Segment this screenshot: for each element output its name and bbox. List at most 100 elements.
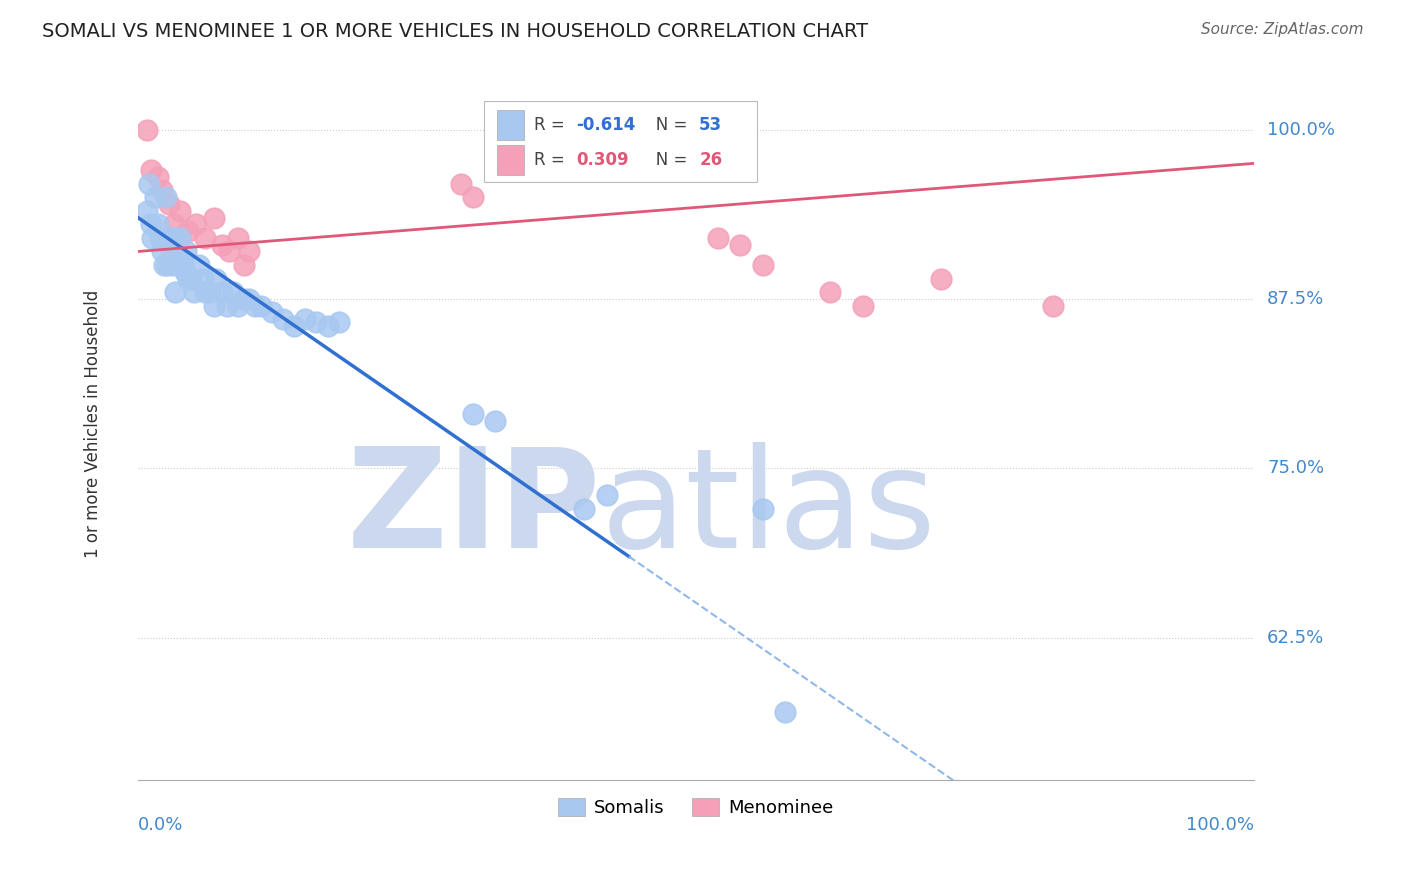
Text: 87.5%: 87.5% [1267,290,1324,308]
Point [162,231,184,245]
Point [294,312,316,326]
Point [730,237,752,252]
Point [143,190,166,204]
Text: 26: 26 [699,151,723,169]
Text: 0.0%: 0.0% [138,815,183,834]
Point [217,299,239,313]
Point [141,218,163,232]
Point [174,244,197,259]
Point [232,258,254,272]
Point [194,231,217,245]
Point [146,218,169,232]
Point [160,244,183,259]
Point [146,169,169,184]
Point [162,218,184,232]
Point [751,502,773,516]
Point [166,244,188,259]
Point [141,231,163,245]
Text: 100.0%: 100.0% [1267,120,1336,138]
Point [163,285,186,300]
Point [222,285,245,300]
Point [141,163,163,178]
Point [271,312,294,326]
Text: N =: N = [640,151,693,169]
Point [202,299,225,313]
Point [484,414,506,428]
Point [156,258,179,272]
Point [929,271,952,285]
Text: R =: R = [534,151,569,169]
Point [852,299,875,313]
Point [180,271,202,285]
Point [461,190,484,204]
Point [162,258,184,272]
Point [243,299,266,313]
Point [238,292,260,306]
Text: 0.309: 0.309 [576,151,628,169]
Point [200,285,222,300]
Point [595,488,617,502]
Point [218,244,240,259]
FancyBboxPatch shape [498,110,524,140]
Point [172,258,194,272]
Point [157,231,180,245]
Point [191,271,214,285]
Point [152,258,174,272]
Point [169,231,191,245]
Text: 1 or more Vehicles in Household: 1 or more Vehicles in Household [84,290,103,558]
Text: atlas: atlas [600,442,936,577]
Point [461,407,484,421]
Point [751,258,773,272]
Legend: Somalis, Menominee: Somalis, Menominee [551,790,841,824]
Point [149,231,172,245]
Point [152,184,174,198]
Point [135,122,157,136]
Point [177,224,200,238]
Point [155,190,177,204]
Point [260,305,283,319]
FancyBboxPatch shape [484,101,758,182]
Point [249,299,271,313]
Text: SOMALI VS MENOMINEE 1 OR MORE VEHICLES IN HOUSEHOLD CORRELATION CHART: SOMALI VS MENOMINEE 1 OR MORE VEHICLES I… [42,22,869,41]
Point [316,319,339,334]
Point [173,265,195,279]
Point [232,292,254,306]
Text: 53: 53 [699,116,723,134]
Text: R =: R = [534,116,569,134]
Text: 62.5%: 62.5% [1267,629,1324,647]
Point [211,285,233,300]
Point [183,285,205,300]
Point [138,177,160,191]
Text: Source: ZipAtlas.com: Source: ZipAtlas.com [1201,22,1364,37]
Point [211,237,233,252]
Point [169,203,191,218]
Point [1042,299,1064,313]
Point [152,244,174,259]
Point [226,299,249,313]
Text: 75.0%: 75.0% [1267,459,1324,477]
Point [205,271,228,285]
Point [450,177,472,191]
Point [155,231,177,245]
Point [194,285,217,300]
Point [238,244,260,259]
Point [818,285,841,300]
Point [305,315,328,329]
Point [328,315,350,329]
Point [226,231,249,245]
Point [184,218,207,232]
Point [135,203,157,218]
Point [188,258,211,272]
Point [773,706,796,720]
Point [167,258,190,272]
Point [157,197,180,211]
Point [202,211,225,225]
Text: ZIP: ZIP [346,442,600,577]
Text: N =: N = [640,116,693,134]
Text: 100.0%: 100.0% [1185,815,1254,834]
Point [574,502,596,516]
Point [707,231,730,245]
FancyBboxPatch shape [498,145,524,175]
Text: -0.614: -0.614 [576,116,636,134]
Point [685,163,707,178]
